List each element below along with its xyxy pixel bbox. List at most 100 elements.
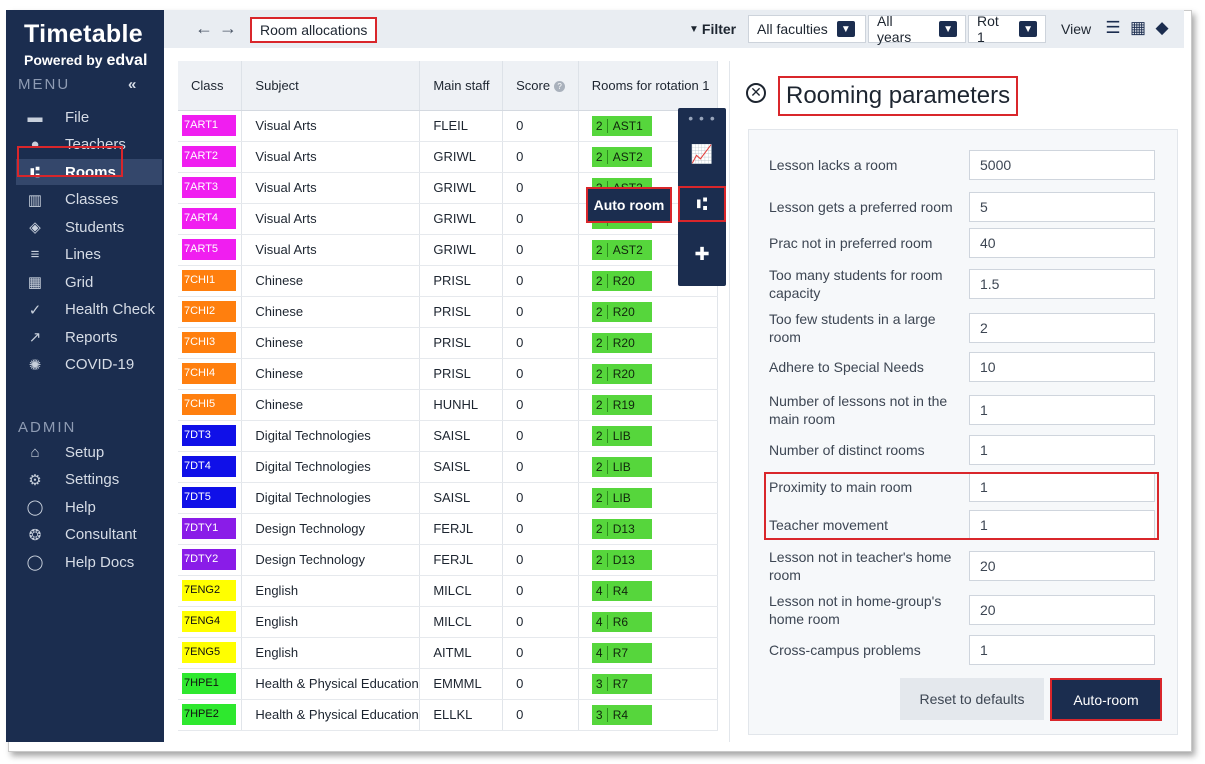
table-row[interactable]: 7DT4 Digital Technologies SAISL 0 2 LIB [178, 451, 718, 483]
param-input[interactable]: 20 [969, 595, 1155, 625]
class-chip[interactable]: 7ENG4 [182, 611, 236, 632]
table-row[interactable]: 7ART1 Visual Arts FLEIL 0 2 AST1 [178, 110, 718, 142]
param-input[interactable]: 40 [969, 228, 1155, 258]
table-row[interactable]: 7ART2 Visual Arts GRIWL 0 2 AST2 [178, 141, 718, 173]
collapse-sidebar-icon[interactable]: « [128, 76, 137, 93]
room-chip[interactable]: 2 R20 [591, 332, 652, 353]
class-chip[interactable]: 7ENG5 [182, 642, 236, 663]
class-chip[interactable]: 7ENG2 [182, 580, 236, 601]
table-row[interactable]: 7DT3 Digital Technologies SAISL 0 2 LIB [178, 420, 718, 452]
faculty-select[interactable]: All faculties ▼ [748, 15, 866, 43]
class-chip[interactable]: 7ART1 [182, 115, 236, 136]
class-chip[interactable]: 7DT3 [182, 425, 236, 446]
class-chip[interactable]: 7DTY1 [182, 518, 236, 539]
col-main-staff[interactable]: Main staff [419, 61, 504, 111]
sidebar-item-classes[interactable]: ▥ Classes [16, 187, 162, 213]
help-icon[interactable]: ◆ [1155, 18, 1169, 37]
class-chip[interactable]: 7CHI5 [182, 394, 236, 415]
reset-defaults-button[interactable]: Reset to defaults [900, 678, 1044, 720]
param-input[interactable]: 2 [969, 313, 1155, 343]
table-row[interactable]: 7CHI4 Chinese PRISL 0 2 R20 [178, 358, 718, 390]
auto-room-icon[interactable]: ⑆ [678, 186, 726, 222]
param-input[interactable]: 1 [969, 635, 1155, 665]
sidebar-item-settings[interactable]: ⚙ Settings [16, 467, 162, 493]
room-chip[interactable]: 2 R19 [591, 394, 652, 415]
chart-icon[interactable]: 📈 [690, 143, 714, 164]
sidebar-item-health-check[interactable]: ✓ Health Check [16, 297, 162, 323]
rotation-select[interactable]: Rot 1 ▼ [968, 13, 1046, 45]
room-chip[interactable]: 2 AST2 [591, 239, 652, 260]
year-select[interactable]: All years ▼ [868, 13, 966, 45]
class-chip[interactable]: 7CHI3 [182, 332, 236, 353]
sidebar-item-reports[interactable]: ↗ Reports [16, 324, 162, 350]
param-input[interactable]: 10 [969, 352, 1155, 382]
room-chip[interactable]: 2 LIB [591, 487, 652, 508]
drag-handle-icon[interactable]: • • • [688, 110, 716, 126]
breadcrumb[interactable]: Room allocations [250, 17, 378, 43]
class-chip[interactable]: 7ART3 [182, 177, 236, 198]
col-subject[interactable]: Subject [241, 61, 421, 111]
room-chip[interactable]: 2 R20 [591, 270, 652, 291]
room-chip[interactable]: 2 LIB [591, 456, 652, 477]
col-score[interactable]: Score? [502, 61, 579, 111]
param-input[interactable]: 1 [969, 435, 1155, 465]
sidebar-item-grid[interactable]: ▦ Grid [16, 269, 162, 295]
table-row[interactable]: 7CHI5 Chinese HUNHL 0 2 R19 [178, 389, 718, 421]
param-input[interactable]: 1 [969, 395, 1155, 425]
class-chip[interactable]: 7ART4 [182, 208, 236, 229]
room-chip[interactable]: 2 AST2 [591, 146, 652, 167]
auto-room-button[interactable]: Auto-room [1050, 678, 1162, 721]
room-chip[interactable]: 2 LIB [591, 425, 652, 446]
class-chip[interactable]: 7HPE1 [182, 673, 236, 694]
add-room-icon[interactable]: ✚ [694, 243, 710, 264]
class-chip[interactable]: 7DT5 [182, 487, 236, 508]
table-row[interactable]: 7ENG5 English AITML 0 4 R7 [178, 637, 718, 669]
layout-view-icon[interactable]: ▦ [1129, 18, 1147, 37]
table-row[interactable]: 7DTY2 Design Technology FERJL 0 2 D13 [178, 544, 718, 576]
class-chip[interactable]: 7CHI1 [182, 270, 236, 291]
param-input[interactable]: 1 [969, 472, 1155, 502]
close-icon[interactable]: ✕ [746, 83, 766, 103]
room-chip[interactable]: 2 R20 [591, 363, 652, 384]
list-view-icon[interactable]: ☰ [1105, 18, 1121, 37]
param-input[interactable]: 5 [969, 192, 1155, 222]
room-chip[interactable]: 2 D13 [591, 518, 652, 539]
col-class[interactable]: Class [178, 61, 243, 111]
room-chip[interactable]: 2 R20 [591, 301, 652, 322]
class-chip[interactable]: 7CHI4 [182, 363, 236, 384]
class-chip[interactable]: 7ART5 [182, 239, 236, 260]
class-chip[interactable]: 7DTY2 [182, 549, 236, 570]
class-chip[interactable]: 7ART2 [182, 146, 236, 167]
table-row[interactable]: 7HPE1 Health & Physical Education EMMML 0 3 R… [178, 668, 718, 700]
table-row[interactable]: 7ENG2 English MILCL 0 4 R4 [178, 575, 718, 607]
sidebar-item-setup[interactable]: ⌂ Setup [16, 439, 162, 465]
sidebar-item-help-docs[interactable]: ◯ Help Docs [16, 549, 162, 575]
class-chip[interactable]: 7CHI2 [182, 301, 236, 322]
sidebar-item-lines[interactable]: ≡ Lines [16, 242, 162, 268]
table-row[interactable]: 7CHI2 Chinese PRISL 0 2 R20 [178, 296, 718, 328]
sidebar-item-consultant[interactable]: ❂ Consultant [16, 522, 162, 548]
room-chip[interactable]: 3 R4 [591, 704, 652, 725]
sidebar-item-students[interactable]: ◈ Students [16, 214, 162, 240]
param-input[interactable]: 1.5 [969, 269, 1155, 299]
table-row[interactable]: 7DT5 Digital Technologies SAISL 0 2 LIB [178, 482, 718, 514]
view-button[interactable]: View [1061, 21, 1092, 37]
filter-button[interactable]: ▼ Filter [685, 15, 740, 43]
table-row[interactable]: 7ENG4 English MILCL 0 4 R6 [178, 606, 718, 638]
table-row[interactable]: 7DTY1 Design Technology FERJL 0 2 D13 [178, 513, 718, 545]
back-arrow-icon[interactable]: ← [195, 18, 213, 38]
table-row[interactable]: 7ART5 Visual Arts GRIWL 0 2 AST2 [178, 234, 718, 266]
table-row[interactable]: 7HPE2 Health & Physical Education ELLKL 0 3 R… [178, 699, 718, 731]
forward-arrow-icon[interactable]: → [219, 18, 237, 38]
param-input[interactable]: 5000 [969, 150, 1155, 180]
table-row[interactable]: 7CHI3 Chinese PRISL 0 2 R20 [178, 327, 718, 359]
room-chip[interactable]: 2 D13 [591, 549, 652, 570]
sidebar-item-teachers[interactable]: ● Teachers [16, 132, 162, 158]
class-chip[interactable]: 7HPE2 [182, 704, 236, 725]
sidebar-item-help[interactable]: ◯ Help [16, 494, 162, 520]
room-chip[interactable]: 4 R6 [591, 611, 652, 632]
room-chip[interactable]: 4 R7 [591, 642, 652, 663]
room-chip[interactable]: 2 AST1 [591, 115, 652, 136]
room-chip[interactable]: 3 R7 [591, 673, 652, 694]
col-rooms-rotation[interactable]: Rooms for rotation 1 [578, 61, 718, 111]
